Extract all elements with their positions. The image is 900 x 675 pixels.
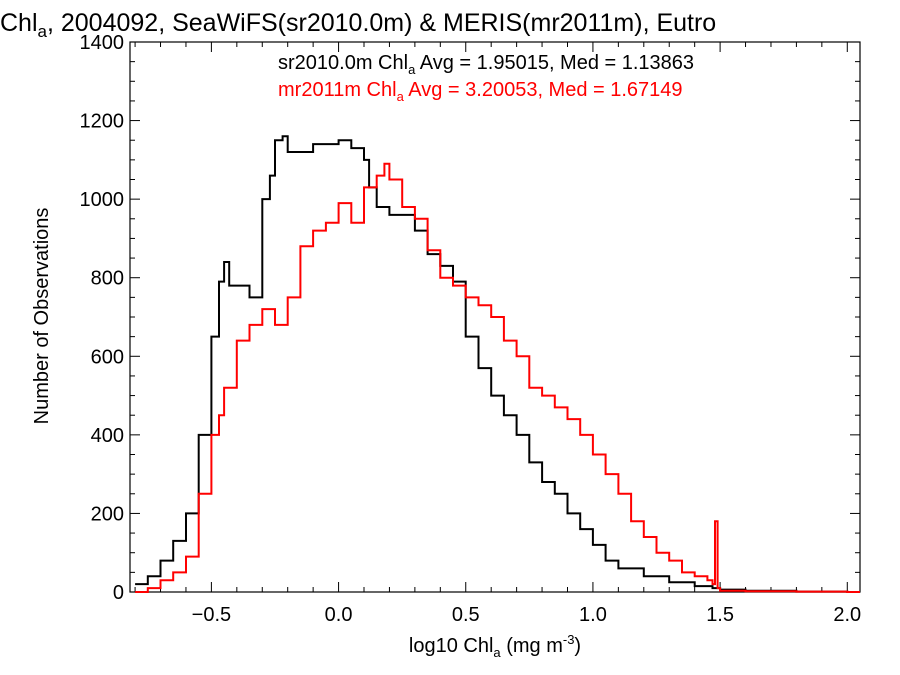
legend-black-sub: a bbox=[408, 62, 416, 77]
x-axis-label-post: ) bbox=[574, 635, 581, 657]
axes-layer: −0.5 0.0 0.5 1.0 1.5 2.0 0 200 400 600 800 1000 1200… bbox=[80, 32, 862, 626]
legend-entry-black: sr2010.0m Chla Avg = 1.95015, Med = 1.13… bbox=[278, 52, 694, 77]
legend-red-sub: a bbox=[397, 89, 405, 104]
y-tick-label: 200 bbox=[91, 503, 124, 525]
y-tick-label: 0 bbox=[113, 582, 124, 604]
x-axis-label-sup: -3 bbox=[563, 632, 575, 647]
chart-title-post: , 2004092, SeaWiFS(sr2010.0m) & MERIS(mr… bbox=[47, 9, 716, 37]
y-tick-label: 1400 bbox=[80, 32, 125, 54]
series-layer bbox=[135, 135, 860, 593]
x-tick-label: 1.5 bbox=[706, 604, 734, 626]
x-tick-label: 0.5 bbox=[452, 604, 480, 626]
legend-black-post: Avg = 1.95015, Med = 1.13863 bbox=[415, 52, 694, 74]
x-tick-label: 2.0 bbox=[833, 604, 861, 626]
legend-black-pre: sr2010.0m Chl bbox=[278, 52, 408, 74]
y-tick-label: 800 bbox=[91, 268, 124, 290]
legend-red-post: Avg = 3.20053, Med = 1.67149 bbox=[404, 79, 683, 101]
y-tick-label: 600 bbox=[91, 346, 124, 368]
chart-title-sub: a bbox=[38, 22, 48, 41]
x-axis-label-mid: (mg m bbox=[501, 635, 563, 657]
x-tick-label: 1.0 bbox=[579, 604, 607, 626]
series-line-1 bbox=[135, 162, 860, 593]
legend-entry-red: mr2011m Chla Avg = 3.20053, Med = 1.6714… bbox=[278, 79, 683, 104]
series-line-0 bbox=[135, 135, 860, 593]
x-axis-label-sub: a bbox=[493, 645, 501, 660]
y-axis-label: Number of Observations bbox=[31, 208, 53, 425]
x-tick-label: 0.0 bbox=[325, 604, 353, 626]
chart-title-pre: Chl bbox=[0, 9, 38, 37]
y-tick-label: 400 bbox=[91, 425, 124, 447]
x-axis-label-pre: log10 Chl bbox=[409, 635, 494, 657]
legend-red-pre: mr2011m Chl bbox=[278, 79, 397, 101]
y-tick-label: 1000 bbox=[80, 189, 125, 211]
x-tick-label: −0.5 bbox=[192, 604, 231, 626]
chart-title: Chla, 2004092, SeaWiFS(sr2010.0m) & MERI… bbox=[0, 9, 716, 41]
x-axis-label: log10 Chla (mg m-3) bbox=[409, 632, 581, 660]
y-tick-label: 1200 bbox=[80, 111, 125, 133]
